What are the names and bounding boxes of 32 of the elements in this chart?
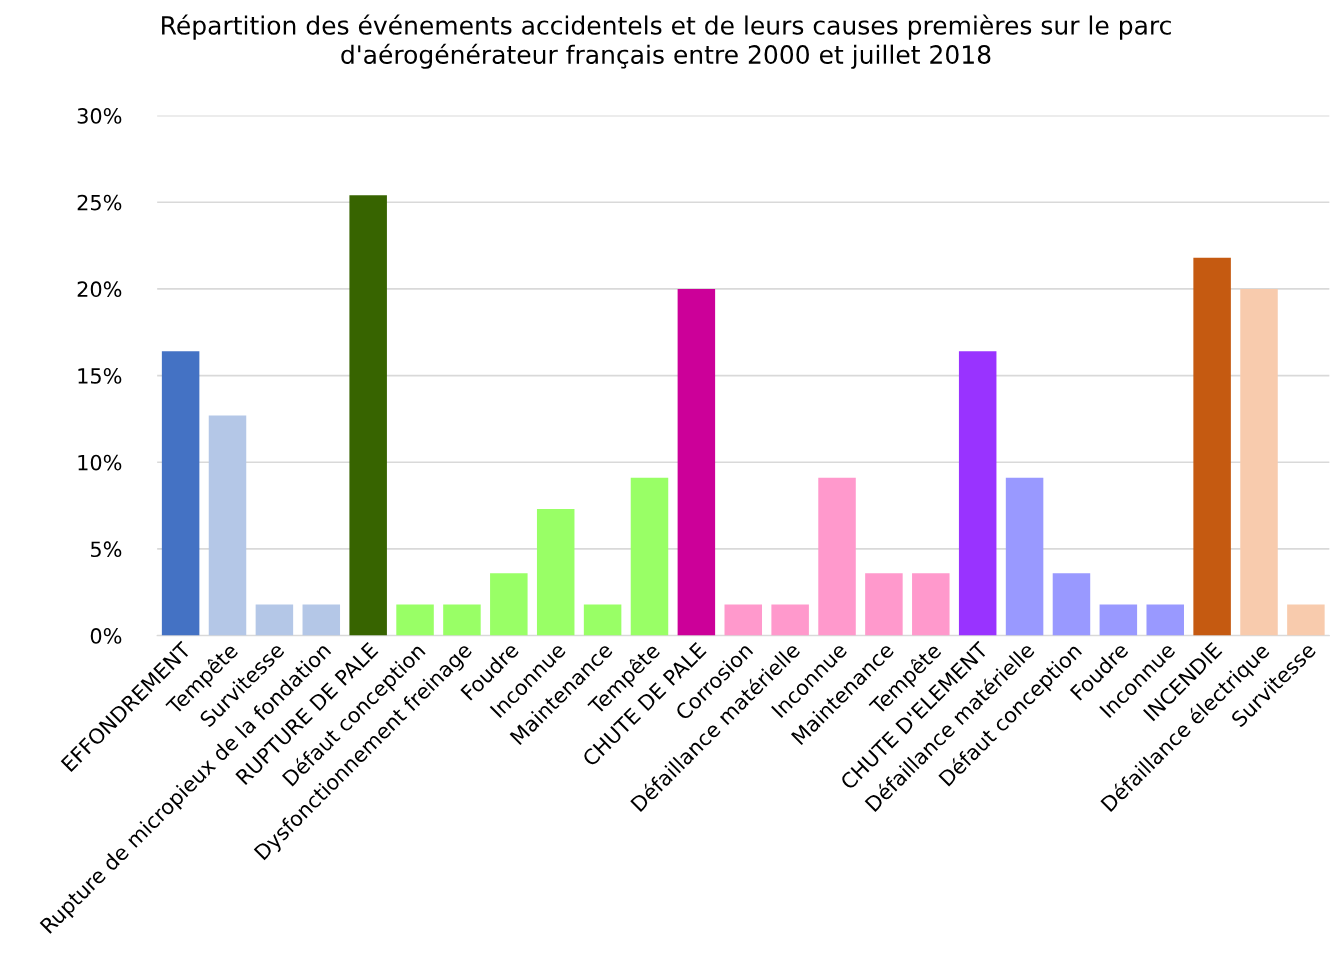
bar — [536, 509, 575, 636]
y-tick-label: 15% — [78, 368, 122, 384]
bar — [1240, 288, 1278, 636]
bar — [630, 477, 669, 636]
bar — [865, 573, 903, 636]
bar — [490, 573, 528, 636]
y-tick-label: 25% — [77, 194, 122, 211]
y-tick-label: 20% — [77, 281, 122, 298]
y-tick-label: 5% — [91, 541, 122, 558]
bar — [958, 351, 997, 636]
bar — [1193, 257, 1231, 636]
chart-title: Répartition des événements accidentels et de leurs causes premières sur le parc d'aérogénérateur français entre 2000 et juillet 2018 — [162, 14, 1171, 69]
bar — [583, 604, 622, 636]
bar — [302, 604, 341, 636]
bar — [1099, 604, 1138, 636]
bar — [677, 288, 716, 636]
y-tick-label: 30% — [77, 108, 122, 124]
bar — [771, 604, 809, 636]
bar — [818, 477, 856, 636]
bar — [255, 604, 294, 636]
y-tick-label: 10% — [78, 454, 122, 471]
bar — [1287, 604, 1325, 636]
bar — [443, 604, 481, 636]
bar — [1146, 604, 1184, 636]
bar — [724, 604, 763, 636]
bar — [208, 415, 247, 636]
bar — [1005, 477, 1044, 636]
bar — [349, 195, 387, 636]
bar — [912, 573, 950, 636]
bar — [396, 604, 434, 636]
bar — [161, 351, 200, 636]
bar — [1052, 573, 1091, 636]
